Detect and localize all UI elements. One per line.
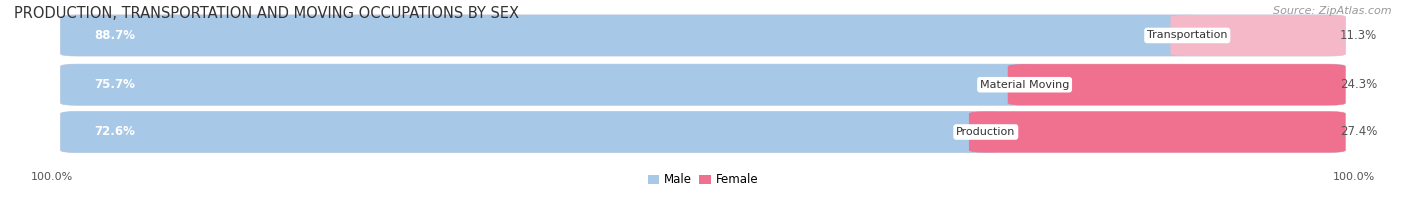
Text: 24.3%: 24.3% — [1340, 78, 1376, 91]
Text: 88.7%: 88.7% — [94, 29, 135, 42]
Text: Material Moving: Material Moving — [980, 80, 1070, 90]
Text: 11.3%: 11.3% — [1340, 29, 1376, 42]
Text: 27.4%: 27.4% — [1340, 125, 1378, 138]
Text: PRODUCTION, TRANSPORTATION AND MOVING OCCUPATIONS BY SEX: PRODUCTION, TRANSPORTATION AND MOVING OC… — [14, 6, 519, 21]
Text: Transportation: Transportation — [1147, 31, 1227, 40]
Text: 100.0%: 100.0% — [1333, 172, 1375, 182]
FancyBboxPatch shape — [1008, 64, 1346, 105]
Text: 75.7%: 75.7% — [94, 78, 135, 91]
FancyBboxPatch shape — [60, 15, 1346, 56]
FancyBboxPatch shape — [60, 64, 1042, 105]
Text: 100.0%: 100.0% — [31, 172, 73, 182]
FancyBboxPatch shape — [60, 112, 1002, 152]
Legend: Male, Female: Male, Female — [643, 169, 763, 191]
FancyBboxPatch shape — [60, 64, 1346, 105]
FancyBboxPatch shape — [60, 15, 1204, 56]
Text: Production: Production — [956, 127, 1015, 137]
Text: 72.6%: 72.6% — [94, 125, 135, 138]
FancyBboxPatch shape — [969, 112, 1346, 152]
Text: Source: ZipAtlas.com: Source: ZipAtlas.com — [1274, 6, 1392, 16]
FancyBboxPatch shape — [60, 112, 1346, 152]
FancyBboxPatch shape — [1170, 15, 1346, 56]
